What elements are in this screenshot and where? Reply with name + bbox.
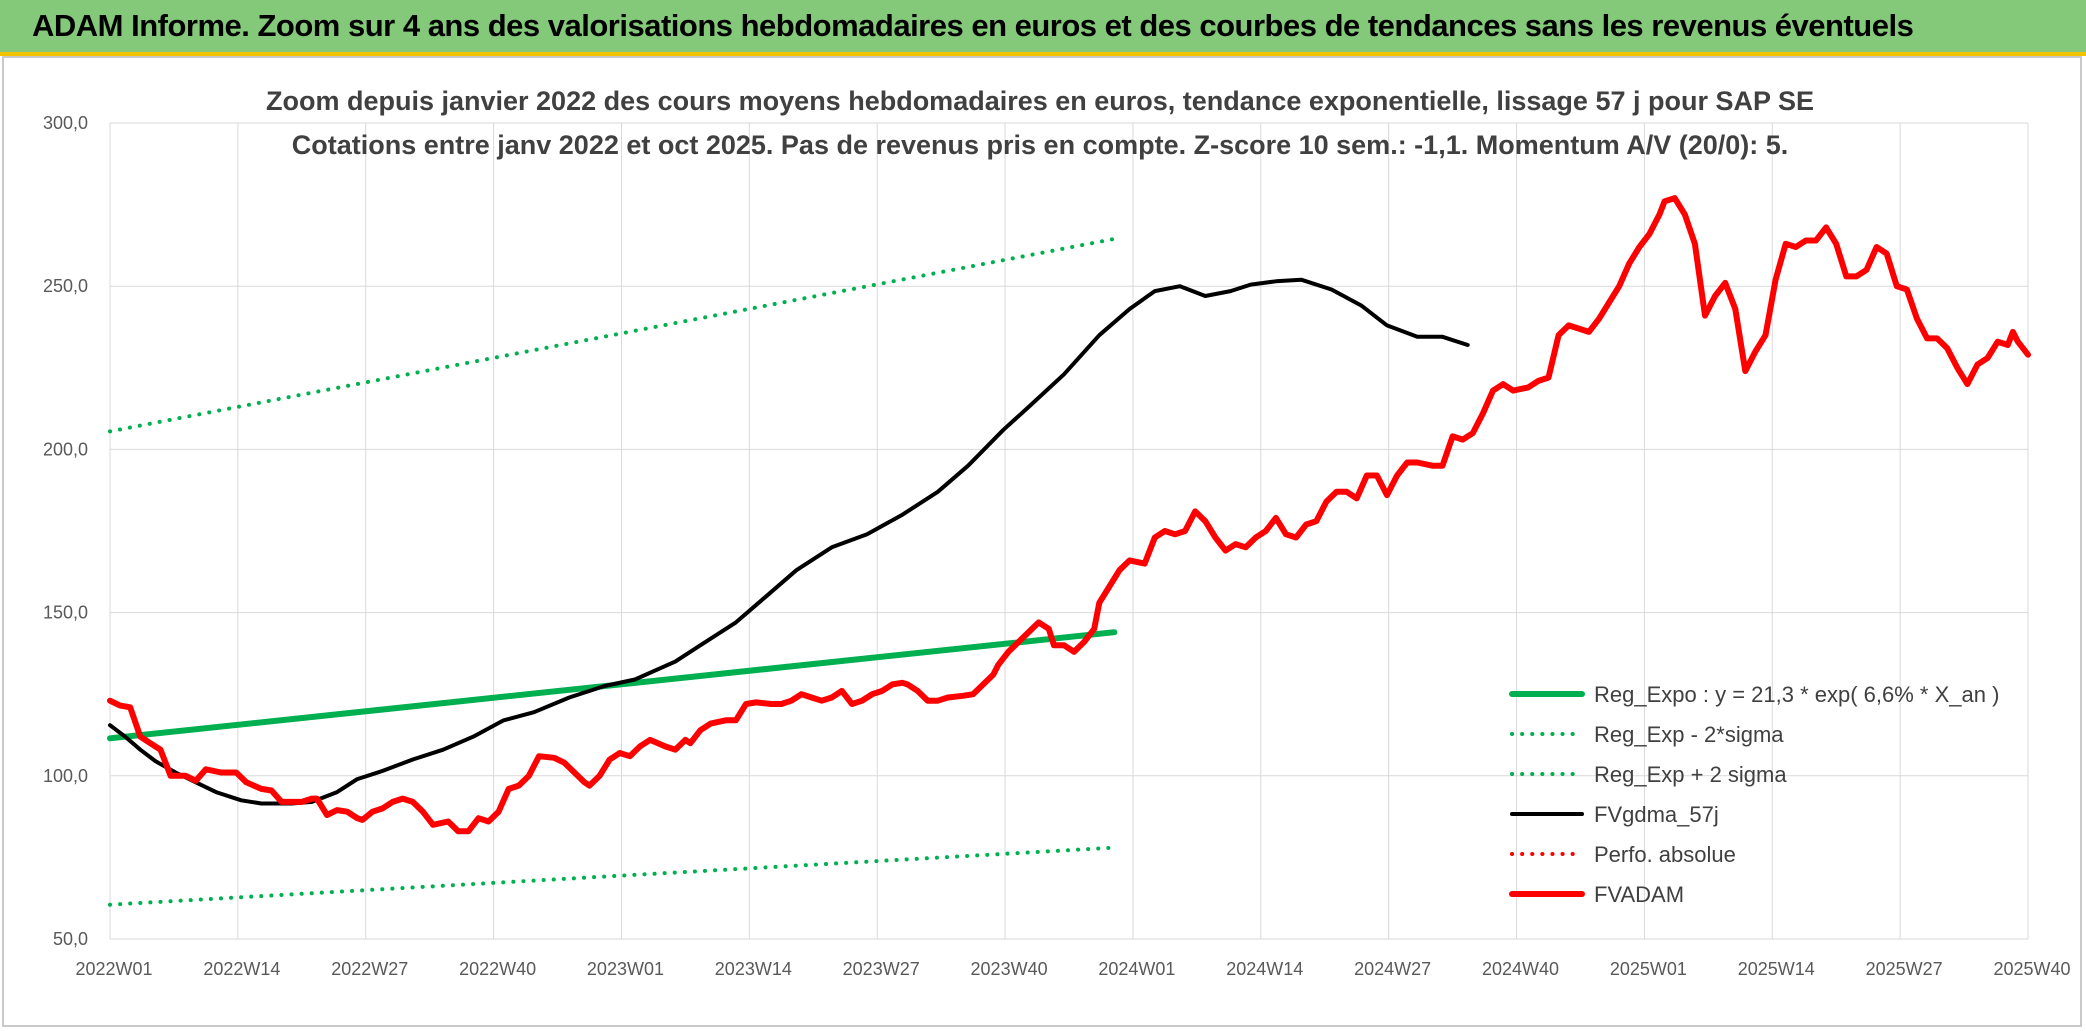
- x-tick-label: 2025W14: [1738, 959, 1815, 979]
- y-tick-label: 50,0: [53, 929, 88, 949]
- y-tick-label: 150,0: [43, 603, 88, 623]
- series-line-reg-exp-2: [108, 236, 1117, 434]
- y-tick-label: 250,0: [43, 276, 88, 296]
- legend-label: FVADAM: [1594, 882, 1684, 907]
- legend-label: Reg_Expo : y = 21,3 * exp( 6,6% * X_an ): [1594, 682, 1999, 707]
- x-tick-label: 2022W01: [75, 959, 152, 979]
- chart-title-line: Zoom depuis janvier 2022 des cours moyen…: [266, 86, 1814, 116]
- x-tick-label: 2023W40: [971, 959, 1048, 979]
- report-banner: ADAM Informe. Zoom sur 4 ans des valoris…: [0, 0, 2086, 56]
- y-tick-label: 300,0: [43, 113, 88, 133]
- x-tick-label: 2023W27: [843, 959, 920, 979]
- legend-label: FVgdma_57j: [1594, 802, 1719, 827]
- x-tick-label: 2022W40: [459, 959, 536, 979]
- x-tick-label: 2022W27: [331, 959, 408, 979]
- legend-label: Perfo. absolue: [1594, 842, 1736, 867]
- x-tick-label: 2024W40: [1482, 959, 1559, 979]
- series-line-fvadam: [107, 195, 2031, 835]
- legend-label: Reg_Exp + 2 sigma: [1594, 762, 1787, 787]
- chart-frame: [2, 56, 2082, 1027]
- x-tick-label: 2023W01: [587, 959, 664, 979]
- x-tick-label: 2025W40: [1993, 959, 2070, 979]
- series-line-fvgdma-57j: [108, 277, 1470, 806]
- legend-label: Reg_Exp - 2*sigma: [1594, 722, 1784, 747]
- chart-title-line: Cotations entre janv 2022 et oct 2025. P…: [292, 130, 1789, 160]
- x-tick-label: 2023W14: [715, 959, 792, 979]
- y-tick-label: 100,0: [43, 766, 88, 786]
- x-tick-label: 2025W01: [1610, 959, 1687, 979]
- x-tick-label: 2024W27: [1354, 959, 1431, 979]
- report-title: ADAM Informe. Zoom sur 4 ans des valoris…: [32, 8, 1914, 43]
- y-tick-label: 200,0: [43, 439, 88, 459]
- x-tick-label: 2024W01: [1098, 959, 1175, 979]
- x-tick-label: 2022W14: [203, 959, 280, 979]
- series-line-reg-exp-2: [108, 845, 1117, 907]
- x-tick-label: 2025W27: [1866, 959, 1943, 979]
- x-tick-label: 2024W14: [1226, 959, 1303, 979]
